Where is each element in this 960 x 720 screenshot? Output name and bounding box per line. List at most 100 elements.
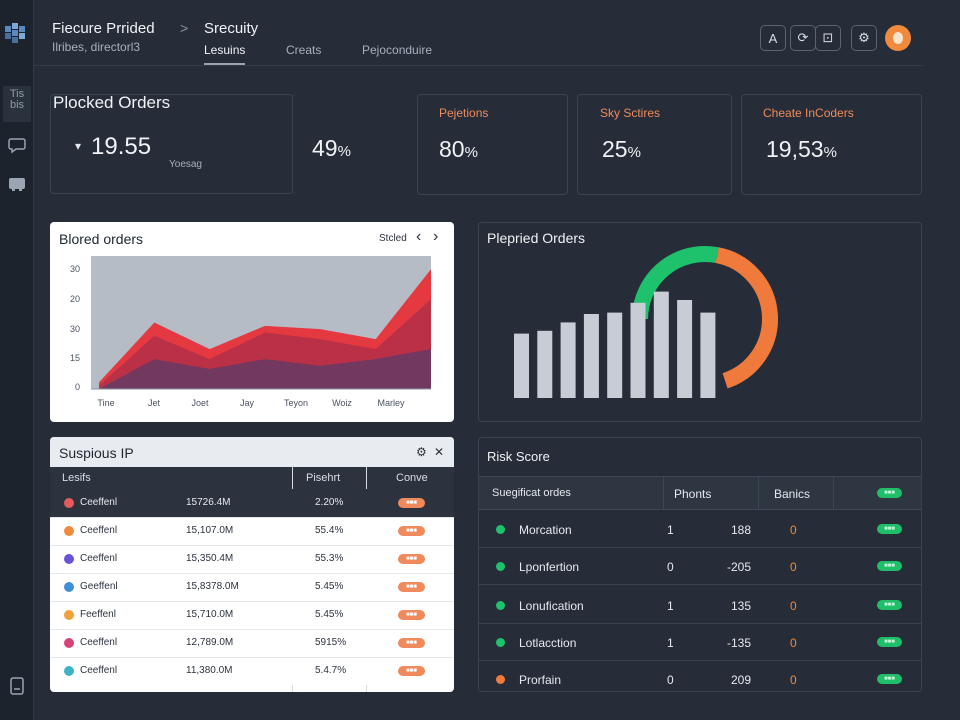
ip-icon xyxy=(64,610,74,620)
sidebar-item-tis[interactable]: Tis bis xyxy=(3,86,31,122)
ip-name: Ceeffenl xyxy=(80,637,118,648)
table-row[interactable]: Ceeffenl 12,789.0M 5915% ■■■ xyxy=(50,629,454,657)
ip-value: 12,789.0M xyxy=(186,637,234,648)
close-icon[interactable]: ✕ xyxy=(434,445,445,459)
row-divider xyxy=(479,623,921,624)
predicted-orders-chart xyxy=(514,246,778,398)
row-divider xyxy=(479,660,921,661)
translate-button[interactable]: A xyxy=(760,25,786,51)
ip-percent: 2.20% xyxy=(315,497,344,508)
page-subtitle: Ilribes, directorl3 xyxy=(52,40,141,54)
col-header-banics[interactable]: Banics xyxy=(774,487,811,501)
risk-name: Prorfain xyxy=(519,673,562,687)
risk-value: -135 xyxy=(726,636,751,650)
risk-value: 209 xyxy=(730,673,751,687)
ip-icon xyxy=(64,582,74,592)
chevron-right-icon[interactable]: › xyxy=(433,228,439,245)
ip-name: Ceeffenl xyxy=(80,553,118,564)
row-divider xyxy=(50,657,454,658)
x-tick-5: Woiz xyxy=(332,398,352,408)
col-header-lesifs[interactable]: Lesifs xyxy=(62,472,91,484)
y-tick-3: 20 xyxy=(69,294,80,304)
box-icon[interactable] xyxy=(3,176,31,194)
table-row[interactable]: Feeffenl 15,710.0M 5.45% ■■■ xyxy=(50,601,454,629)
table-row[interactable]: Lponfertion 0 -205 0 ■■■ xyxy=(479,548,921,585)
stat-main-title: Plocked Orders xyxy=(53,93,171,112)
table-row[interactable]: Morcation 1 188 0 ■■■ xyxy=(479,511,921,548)
section-title: Srecuity xyxy=(204,20,259,37)
table-row[interactable]: Lotlacction 1 -135 0 ■■■ xyxy=(479,624,921,661)
x-tick-0: Tine xyxy=(97,398,115,408)
ip-percent: 5.45% xyxy=(315,581,344,592)
bar xyxy=(537,330,553,398)
settings-button[interactable]: ⚙ xyxy=(851,25,877,51)
ip-percent: 55.4% xyxy=(315,525,344,536)
blocked-orders-panel: Blored orders Stcled ‹ › 0 15 30 20 30 T… xyxy=(50,222,454,422)
col-header-orders[interactable]: Suegificat ordes xyxy=(492,487,571,499)
ip-value: 15,8378.0M xyxy=(186,581,239,592)
ip-percent: 5.45% xyxy=(315,609,344,620)
suspicious-ip-panel: Suspious IP ⚙ ✕ Lesifs Pisehrt Conve Cee… xyxy=(50,437,454,692)
table-row[interactable]: Ceeffenl 15726.4M 2.20% ■■■ xyxy=(50,489,454,517)
ip-value: 15,350.4M xyxy=(186,553,234,564)
suspicious-ip-table-head: Lesifs Pisehrt Conve xyxy=(50,467,454,489)
ip-name: Feeffenl xyxy=(80,609,116,620)
col-header-phonts[interactable]: Phonts xyxy=(674,487,712,501)
blocked-orders-chart xyxy=(91,256,431,390)
stat-2-value: 80% xyxy=(439,136,478,162)
col-header-pisehrt[interactable]: Pisehrt xyxy=(306,472,341,484)
bar xyxy=(560,322,576,398)
status-badge: ■■■ xyxy=(398,638,425,648)
bar xyxy=(583,314,599,398)
risk-value: -205 xyxy=(726,560,751,574)
table-row[interactable]: Lonufication 1 135 0 ■■■ xyxy=(479,587,921,624)
export-button[interactable]: ⊡ xyxy=(815,25,841,51)
risk-score-panel: Risk Score Suegificat ordes Phonts Banic… xyxy=(478,437,922,692)
tab-pejoconduire[interactable]: Pejoconduire xyxy=(362,43,433,57)
y-tick-2: 30 xyxy=(69,324,80,334)
table-row[interactable]: Ceeffenl 15,350.4M 55.3% ■■■ xyxy=(50,545,454,573)
refresh-button[interactable]: ⟳ xyxy=(790,25,816,51)
avatar[interactable] xyxy=(885,25,911,51)
table-row[interactable]: Geeffenl 15,8378.0M 5.45% ■■■ xyxy=(50,573,454,601)
ip-value: 15726.4M xyxy=(186,497,231,508)
status-badge: ■■■ xyxy=(398,666,425,676)
blocked-orders-filter[interactable]: Stcled xyxy=(379,233,407,244)
tab-creats[interactable]: Creats xyxy=(286,43,322,57)
table-row[interactable]: Prorfain 0 209 0 ■■■ xyxy=(479,661,921,691)
risk-phonts: 0 xyxy=(667,673,674,687)
chevron-left-icon[interactable]: ‹ xyxy=(416,228,422,245)
sidebar: Tis bis xyxy=(0,0,34,720)
stat-4-value: 19,53% xyxy=(766,136,837,162)
grid-logo-icon[interactable] xyxy=(5,22,29,46)
status-pill: ■■■ xyxy=(877,600,902,610)
stat-card-1: 49% xyxy=(292,94,417,194)
gauge-orange-arc xyxy=(715,247,778,389)
ip-percent: 5.4.7% xyxy=(315,665,347,676)
area-series-2 xyxy=(99,349,431,389)
settings-icon[interactable]: ⚙ xyxy=(416,445,427,459)
ip-icon xyxy=(64,666,74,676)
status-pill: ■■■ xyxy=(877,674,902,684)
chevron-right-icon: > xyxy=(180,20,189,36)
suspicious-ip-header xyxy=(50,437,454,467)
table-row[interactable]: Ceeffenl 11,380.0M 5.4.7% ■■■ xyxy=(50,657,454,685)
document-icon[interactable] xyxy=(3,676,31,696)
col-divider xyxy=(758,476,759,510)
risk-name: Lponfertion xyxy=(519,560,580,574)
tab-lesuins[interactable]: Lesuins xyxy=(204,43,246,65)
status-dot xyxy=(496,601,505,610)
risk-table-head: Suegificat ordes Phonts Banics ■■■ xyxy=(479,476,921,510)
table-row[interactable]: Ceeffenl 15,107.0M 55.4% ■■■ xyxy=(50,517,454,545)
status-badge: ■■■ xyxy=(398,582,425,592)
bar xyxy=(630,302,646,398)
stat-card-3: Sky Sctires 25% xyxy=(577,94,732,195)
stat-2-title: Pejetions xyxy=(439,106,489,120)
col-header-conve[interactable]: Conve xyxy=(396,472,428,484)
caret-down-icon: ▾ xyxy=(75,139,82,153)
risk-banics: 0 xyxy=(790,560,797,574)
ip-icon xyxy=(64,638,74,648)
x-tick-2: Joet xyxy=(191,398,209,408)
ip-name: Ceeffenl xyxy=(80,497,118,508)
chat-icon[interactable] xyxy=(3,137,31,155)
